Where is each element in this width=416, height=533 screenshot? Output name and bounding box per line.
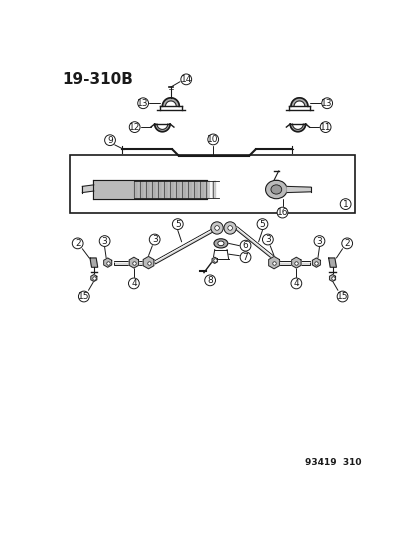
Polygon shape — [146, 181, 149, 198]
Circle shape — [138, 98, 149, 109]
Text: 3: 3 — [265, 235, 271, 244]
Polygon shape — [129, 257, 139, 268]
Circle shape — [277, 207, 288, 218]
Polygon shape — [287, 187, 311, 192]
Circle shape — [215, 225, 219, 230]
Circle shape — [342, 238, 353, 249]
Polygon shape — [176, 181, 179, 198]
Text: 13: 13 — [322, 99, 333, 108]
Polygon shape — [162, 98, 179, 106]
Circle shape — [257, 219, 268, 230]
Text: 2: 2 — [75, 239, 80, 248]
Polygon shape — [291, 98, 308, 106]
Circle shape — [337, 291, 348, 302]
Text: 5: 5 — [260, 220, 265, 229]
Circle shape — [205, 275, 215, 286]
Polygon shape — [114, 261, 143, 264]
Polygon shape — [152, 181, 155, 198]
Polygon shape — [269, 256, 280, 269]
Text: 19-310B: 19-310B — [62, 71, 133, 87]
Polygon shape — [93, 180, 207, 199]
Polygon shape — [90, 258, 98, 267]
Polygon shape — [206, 181, 210, 198]
Text: 15: 15 — [78, 292, 89, 301]
Text: 7: 7 — [243, 253, 248, 262]
Polygon shape — [212, 257, 218, 263]
Circle shape — [262, 234, 273, 245]
Polygon shape — [155, 124, 170, 132]
Circle shape — [181, 74, 192, 85]
Circle shape — [240, 240, 251, 251]
Circle shape — [211, 222, 223, 234]
Text: 4: 4 — [294, 279, 299, 288]
Text: 11: 11 — [320, 123, 332, 132]
Polygon shape — [194, 181, 198, 198]
Circle shape — [240, 252, 251, 263]
Circle shape — [79, 291, 89, 302]
Polygon shape — [170, 181, 173, 198]
Ellipse shape — [218, 241, 224, 246]
Polygon shape — [182, 181, 185, 198]
Circle shape — [228, 225, 233, 230]
Polygon shape — [82, 185, 94, 192]
Polygon shape — [235, 227, 280, 264]
Text: 16: 16 — [277, 208, 288, 217]
Text: 13: 13 — [137, 99, 149, 108]
Circle shape — [291, 278, 302, 289]
Text: 15: 15 — [337, 292, 348, 301]
Text: 5: 5 — [175, 220, 181, 229]
Text: 4: 4 — [131, 279, 137, 288]
Text: 9: 9 — [107, 136, 113, 144]
Text: 1: 1 — [343, 199, 349, 208]
Polygon shape — [201, 181, 203, 198]
Polygon shape — [134, 181, 137, 198]
Text: 93419  310: 93419 310 — [305, 458, 361, 467]
Text: 3: 3 — [317, 237, 322, 246]
Ellipse shape — [265, 180, 287, 199]
Polygon shape — [329, 258, 337, 267]
Polygon shape — [143, 256, 154, 269]
Text: 10: 10 — [208, 135, 219, 144]
Circle shape — [72, 238, 83, 249]
Text: 3: 3 — [152, 235, 158, 244]
Polygon shape — [104, 258, 112, 267]
Text: 3: 3 — [102, 237, 107, 246]
Circle shape — [99, 236, 110, 246]
Polygon shape — [329, 274, 336, 281]
Bar — [70, 155, 355, 213]
Ellipse shape — [214, 239, 228, 248]
Polygon shape — [292, 257, 301, 268]
Polygon shape — [91, 274, 97, 281]
Text: 14: 14 — [181, 75, 192, 84]
Text: 12: 12 — [129, 123, 140, 132]
Circle shape — [224, 222, 236, 234]
Circle shape — [149, 234, 160, 245]
Ellipse shape — [271, 185, 282, 194]
Text: 2: 2 — [344, 239, 350, 248]
Circle shape — [208, 134, 218, 145]
Circle shape — [172, 219, 183, 230]
Polygon shape — [158, 181, 161, 198]
Text: 6: 6 — [243, 241, 248, 250]
Polygon shape — [280, 261, 310, 264]
Circle shape — [340, 199, 351, 209]
Polygon shape — [140, 181, 143, 198]
Polygon shape — [290, 124, 306, 132]
Text: 8: 8 — [207, 276, 213, 285]
Circle shape — [129, 278, 139, 289]
Polygon shape — [188, 181, 191, 198]
Circle shape — [105, 135, 115, 146]
Polygon shape — [213, 181, 215, 198]
Circle shape — [320, 122, 331, 133]
Polygon shape — [164, 181, 167, 198]
Polygon shape — [154, 227, 218, 264]
Circle shape — [322, 98, 332, 109]
Polygon shape — [312, 258, 320, 267]
Circle shape — [314, 236, 325, 246]
Circle shape — [129, 122, 140, 133]
